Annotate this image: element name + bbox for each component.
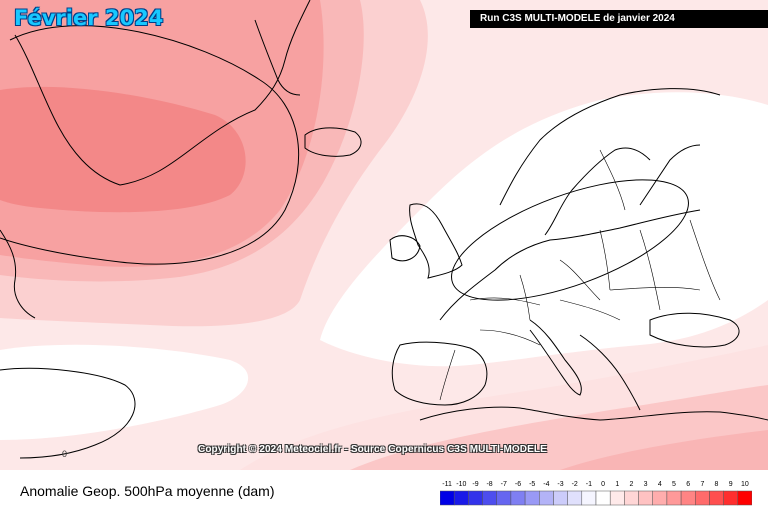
anomaly-field-0dam <box>320 92 768 367</box>
copyright-text: Copyright © 2024 Meteociel.fr - Source C… <box>198 444 547 455</box>
legend-swatch <box>595 490 611 506</box>
legend-tick-label: 5 <box>672 481 676 488</box>
legend-swatch <box>440 490 455 506</box>
legend-tick-label: 9 <box>729 481 733 488</box>
legend-swatch <box>624 490 639 506</box>
norway-coast <box>499 88 721 206</box>
legend-swatch <box>482 490 497 506</box>
legend-tick-label: -5 <box>529 481 535 488</box>
anomaly-field-south-3dam <box>560 430 768 470</box>
legend-tick-label: -7 <box>501 481 507 488</box>
legend-swatch <box>652 490 668 506</box>
color-legend: -11 -10 -9 -8 -7 -6 -5 -4 -3 -2 -1 0 1 2 3 4 5 6 7 8 9 10 <box>440 481 752 506</box>
greenland-coast <box>14 0 311 186</box>
country-borders <box>439 149 721 401</box>
anomaly-map: 0 <box>0 0 768 470</box>
legend-swatch <box>723 490 739 506</box>
sweden-coast <box>544 147 651 236</box>
contour-line-greenland <box>0 25 300 265</box>
legend-swatch <box>553 490 568 506</box>
legend-swatch <box>496 490 512 506</box>
black-sea-coast <box>649 312 740 348</box>
contour-line-scandinavia <box>451 179 689 301</box>
greenland-coast-east <box>254 19 301 96</box>
map-title: Février 2024 <box>14 6 164 30</box>
legend-swatch <box>581 490 597 506</box>
legend-tick-label: 3 <box>644 481 648 488</box>
finland-coast <box>639 144 701 206</box>
iberia-coast <box>391 341 488 406</box>
legend-tick-label: 7 <box>700 481 704 488</box>
legend-tick-label: -11 <box>442 481 452 488</box>
legend-swatch <box>638 490 653 506</box>
legend-swatch <box>666 490 682 506</box>
anomaly-field-0dam-southwest <box>0 344 249 440</box>
anomaly-field-5dam <box>0 86 246 213</box>
legend-swatch <box>737 490 752 506</box>
legend-tick-label: 6 <box>686 481 690 488</box>
legend-tick-label: -9 <box>472 481 478 488</box>
parameter-label: Anomalie Geop. 500hPa moyenne (dam) <box>20 483 275 499</box>
contour-zero-label: 0 <box>62 449 67 459</box>
legend-tick-label: -8 <box>486 481 492 488</box>
legend-tick-label: -10 <box>456 481 466 488</box>
legend-tick-label: -6 <box>515 481 521 488</box>
run-info: Run C3S MULTI-MODELE de janvier 2024 <box>470 10 768 28</box>
legend-tick-label: -2 <box>572 481 578 488</box>
legend-tick-label: 10 <box>741 481 749 488</box>
coastlines <box>0 0 768 421</box>
italy-coast <box>529 319 582 396</box>
britain-coast <box>409 203 463 279</box>
legend-swatch <box>680 490 696 506</box>
europe-coast-north <box>439 209 701 321</box>
legend-swatch <box>567 490 583 506</box>
ireland-coast <box>389 235 421 262</box>
legend-swatch <box>510 490 526 506</box>
legend-tick-label: -4 <box>543 481 549 488</box>
legend-tick-label: 8 <box>715 481 719 488</box>
iceland-coast <box>304 127 362 157</box>
legend-tick-label: 1 <box>615 481 619 488</box>
legend-swatch <box>609 490 625 506</box>
legend-tick-label: 0 <box>601 481 605 488</box>
legend-swatch <box>453 490 469 506</box>
canada-coast <box>0 229 36 319</box>
legend-tick-label: 2 <box>630 481 634 488</box>
legend-tick-label: -3 <box>557 481 563 488</box>
legend-swatch <box>524 490 540 506</box>
north-africa-coast <box>419 406 768 421</box>
legend-swatch <box>695 490 710 506</box>
legend-swatch <box>468 490 483 506</box>
balkans-coast <box>579 334 641 411</box>
legend-swatch <box>709 490 724 506</box>
legend-tick-label: -1 <box>586 481 592 488</box>
legend-swatch <box>539 490 554 506</box>
contour-line-zero <box>0 367 136 459</box>
legend-tick-label: 4 <box>658 481 662 488</box>
